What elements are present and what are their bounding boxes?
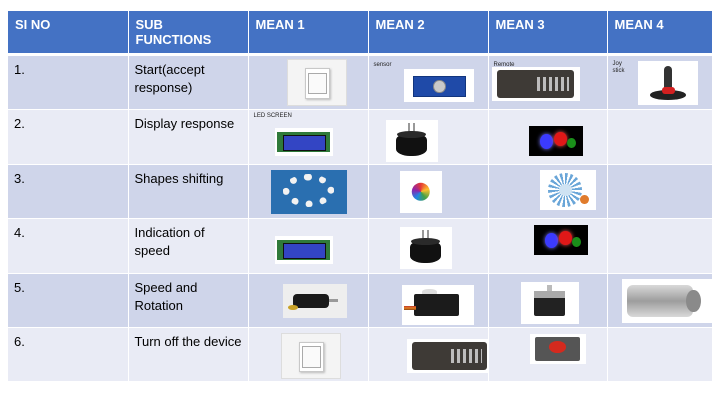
gear-image	[539, 170, 596, 210]
switch-image	[280, 333, 341, 379]
header-si-no: SI NO	[8, 11, 129, 56]
mean-4-cell	[607, 109, 712, 165]
bldc-motor-image	[282, 284, 347, 318]
touch-sensor-image	[403, 69, 474, 102]
table-row: 3. Shapes shifting	[8, 164, 712, 219]
mean-3-cell	[488, 164, 608, 219]
mean-1-cell	[248, 327, 369, 382]
table-row: 6. Turn off the device	[8, 327, 712, 382]
lcd-screen-image	[274, 236, 333, 264]
table-row: 2. Display response LED SCREEN	[8, 109, 712, 165]
sub-function: Turn off the device	[128, 327, 249, 382]
switch-image	[286, 59, 347, 106]
emergency-stop-image	[529, 334, 586, 364]
mean-3-cell: Remote	[488, 54, 608, 110]
remote-image	[491, 67, 580, 101]
mean-1-cell: LED SCREEN	[248, 109, 369, 165]
joystick-image	[637, 61, 698, 105]
table-row: 5. Speed and Rotation	[8, 273, 712, 328]
mean-3-cell	[488, 327, 608, 382]
image-caption: LED SCREEN	[253, 113, 292, 119]
mean-2-cell	[368, 109, 489, 165]
remote-image	[406, 339, 487, 373]
header-mean-3: MEAN 3	[488, 11, 608, 56]
sub-function: Indication of speed	[128, 218, 249, 274]
image-caption: Remote	[493, 62, 515, 68]
row-number: 5.	[8, 273, 129, 328]
mean-2-cell	[368, 273, 489, 328]
stepper-motor-image	[520, 282, 579, 324]
image-caption: Joy stick	[612, 61, 625, 74]
mean-4-cell: Joy stick	[607, 54, 712, 110]
mean-4-cell	[607, 218, 712, 274]
mean-2-cell	[368, 327, 489, 382]
mean-3-cell	[488, 109, 608, 165]
header-sub-functions: SUB FUNCTIONS	[128, 11, 249, 56]
mean-4-cell	[607, 273, 712, 328]
mean-3-cell	[488, 273, 608, 328]
row-number: 4.	[8, 218, 129, 274]
buzzer-image	[399, 227, 452, 269]
servo-motor-image	[401, 285, 474, 325]
mean-2-cell: sensor	[368, 54, 489, 110]
buzzer-image	[385, 120, 438, 162]
table-row: 1. Start(accept response) sensor Remote …	[8, 54, 712, 110]
mean-4-cell	[607, 327, 712, 382]
mean-1-cell	[248, 164, 369, 219]
rgb-led-image	[528, 126, 583, 156]
sub-function: Shapes shifting	[128, 164, 249, 219]
sub-function: Speed and Rotation	[128, 273, 249, 328]
sub-function: Display response	[128, 109, 249, 165]
table-row: 4. Indication of speed	[8, 218, 712, 274]
header-mean-4: MEAN 4	[607, 11, 712, 56]
chain-shape-image	[270, 170, 347, 214]
mean-2-cell	[368, 218, 489, 274]
row-number: 2.	[8, 109, 129, 165]
header-row: SI NO SUB FUNCTIONS MEAN 1 MEAN 2 MEAN 3…	[8, 11, 712, 56]
mean-1-cell	[248, 273, 369, 328]
header-mean-2: MEAN 2	[368, 11, 489, 56]
header-mean-1: MEAN 1	[248, 11, 369, 56]
lcd-screen-image	[274, 128, 333, 156]
mean-1-cell	[248, 54, 369, 110]
mean-2-cell	[368, 164, 489, 219]
image-caption: sensor	[373, 62, 392, 68]
mean-3-cell	[488, 218, 608, 274]
morphological-chart-table: SI NO SUB FUNCTIONS MEAN 1 MEAN 2 MEAN 3…	[8, 11, 712, 382]
row-number: 1.	[8, 54, 129, 110]
mean-4-cell	[607, 164, 712, 219]
row-number: 6.	[8, 327, 129, 382]
color-burst-image	[399, 171, 442, 213]
mean-1-cell	[248, 218, 369, 274]
sub-function: Start(accept response)	[128, 54, 249, 110]
dc-motor-image	[621, 279, 711, 323]
row-number: 3.	[8, 164, 129, 219]
rgb-led-image	[533, 225, 588, 255]
